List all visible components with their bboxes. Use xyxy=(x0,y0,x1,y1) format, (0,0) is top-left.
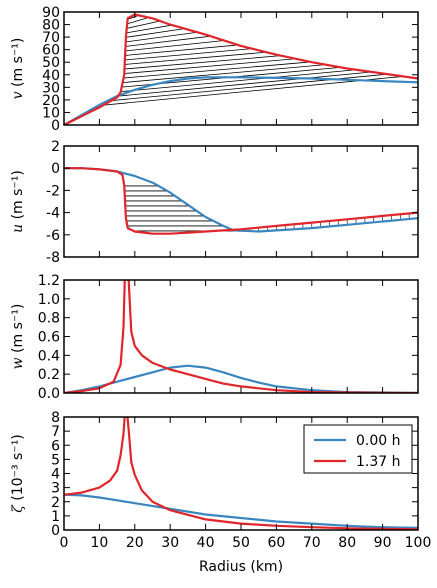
hatch-line xyxy=(124,51,267,65)
y-tick-label: 90 xyxy=(42,5,60,21)
y-tick-label: -4 xyxy=(46,206,60,222)
hatch-line xyxy=(126,24,173,34)
plot-area-u xyxy=(64,167,418,235)
y-tick-label: 7 xyxy=(51,424,60,440)
y-tick-label: 0.4 xyxy=(38,348,60,364)
x-tick-label: 0 xyxy=(60,535,69,551)
legend-label-0: 0.00 h xyxy=(356,433,401,449)
y-tick-label: 50 xyxy=(42,55,60,71)
x-tick-label: 100 xyxy=(405,535,432,551)
y-tick-label: 80 xyxy=(42,18,60,34)
y-tick-label: -6 xyxy=(46,228,60,244)
y-tick-label: 1 xyxy=(51,509,60,525)
y-axis-units: (m s⁻¹) xyxy=(10,304,26,353)
legend-box xyxy=(303,424,413,474)
y-tick-label: 6 xyxy=(51,438,60,454)
x-tick-label: 80 xyxy=(338,535,356,551)
y-tick-label: 0.2 xyxy=(38,367,60,383)
hatch-line xyxy=(127,17,149,25)
plot-area-v xyxy=(64,13,418,125)
y-tick-label: 3 xyxy=(51,481,60,497)
y-tick-label: 0 xyxy=(51,523,60,539)
y-tick-label: 8 xyxy=(51,410,60,426)
x-axis-label: Radius (km) xyxy=(199,559,283,575)
series-line-u-1 xyxy=(64,167,418,235)
y-axis-label-v: v (m s⁻¹) xyxy=(10,38,26,100)
y-tick-label: 30 xyxy=(42,80,60,96)
plot-area-w xyxy=(64,280,418,393)
hatch-line xyxy=(125,28,185,38)
hatch-line xyxy=(124,48,253,61)
x-tick-label: 40 xyxy=(197,535,215,551)
x-tick-label: 50 xyxy=(232,535,250,551)
y-axis-variable: ζ xyxy=(10,501,26,513)
y-tick-label: -2 xyxy=(46,183,60,199)
y-tick-label: 1.2 xyxy=(38,273,60,289)
x-tick-label: 70 xyxy=(303,535,321,551)
series-line-v-0 xyxy=(64,76,418,125)
y-tick-label: 60 xyxy=(42,43,60,59)
hatch-line xyxy=(124,58,296,74)
y-tick-label: 20 xyxy=(42,93,60,109)
y-tick-label: 1.0 xyxy=(38,292,60,308)
y-axis-variable: v xyxy=(10,87,26,99)
axes-frame-v xyxy=(63,11,419,126)
y-tick-label: 4 xyxy=(51,467,60,483)
legend: 0.00 h 1.37 h xyxy=(303,424,413,474)
axes-frame-u xyxy=(63,145,419,258)
y-tick-label: 2 xyxy=(51,139,60,155)
series-line-w-1 xyxy=(64,280,418,393)
hatch-line xyxy=(122,64,326,83)
y-tick-label: 0.8 xyxy=(38,311,60,327)
hatch-line xyxy=(126,20,161,29)
y-axis-label-zeta: ζ (10⁻³ s⁻¹) xyxy=(10,434,26,513)
y-tick-label: 40 xyxy=(42,68,60,84)
hatch-line xyxy=(117,71,372,97)
y-tick-label: 70 xyxy=(42,30,60,46)
x-tick-label: 60 xyxy=(267,535,285,551)
series-line-zeta-1 xyxy=(64,417,418,530)
y-tick-label: 5 xyxy=(51,452,60,468)
hatch-line xyxy=(124,55,281,70)
y-tick-label: 0 xyxy=(51,161,60,177)
y-axis-variable: w xyxy=(10,353,26,369)
hatch-line xyxy=(125,44,239,56)
panel-u: -8 -6 -4 -2 0 2 u (m s⁻¹) xyxy=(10,139,419,266)
hatch-line xyxy=(125,40,225,52)
hatch-line xyxy=(103,76,404,106)
y-axis-units: (10⁻³ s⁻¹) xyxy=(10,434,26,501)
hatch-line xyxy=(125,31,198,43)
hatch-line xyxy=(123,61,311,79)
y-tick-label: 0.0 xyxy=(38,386,60,402)
x-tick-label: 90 xyxy=(374,535,392,551)
y-tick-label: 10 xyxy=(42,105,60,121)
x-tick-label: 30 xyxy=(161,535,179,551)
y-axis-variable: u xyxy=(10,219,26,232)
y-tick-label: 0 xyxy=(51,118,60,134)
panel-w: 0.0 0.2 0.4 0.6 0.8 1.0 1.2 w (m s⁻¹) xyxy=(10,273,419,402)
y-tick-label: -8 xyxy=(46,250,60,266)
series-line-v-1 xyxy=(64,13,418,125)
hatch-line xyxy=(125,35,211,47)
hatch-line xyxy=(120,69,357,93)
x-tick-label: 20 xyxy=(126,535,144,551)
y-axis-units: (m s⁻¹) xyxy=(10,170,26,219)
y-axis-units: (m s⁻¹) xyxy=(10,38,26,87)
legend-label-1: 1.37 h xyxy=(356,454,401,470)
x-tick-label: 10 xyxy=(90,535,108,551)
y-tick-label: 0.6 xyxy=(38,330,60,346)
y-tick-label: 2 xyxy=(51,495,60,511)
y-axis-label-u: u (m s⁻¹) xyxy=(10,170,26,233)
y-axis-label-w: w (m s⁻¹) xyxy=(10,304,26,370)
